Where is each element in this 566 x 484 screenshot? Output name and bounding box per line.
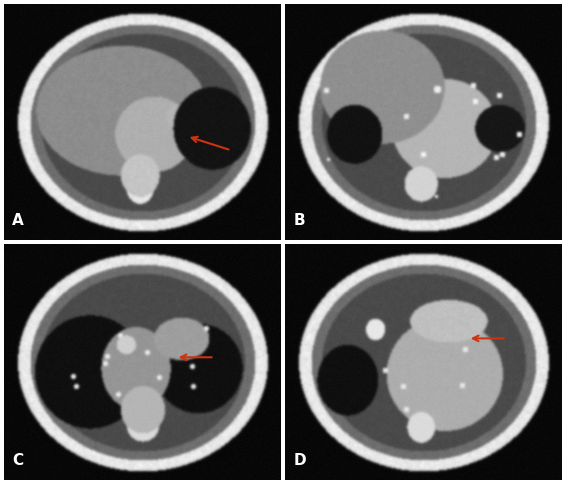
Text: B: B: [293, 213, 305, 228]
Text: A: A: [12, 213, 24, 228]
Text: C: C: [12, 453, 23, 468]
Text: D: D: [293, 453, 306, 468]
